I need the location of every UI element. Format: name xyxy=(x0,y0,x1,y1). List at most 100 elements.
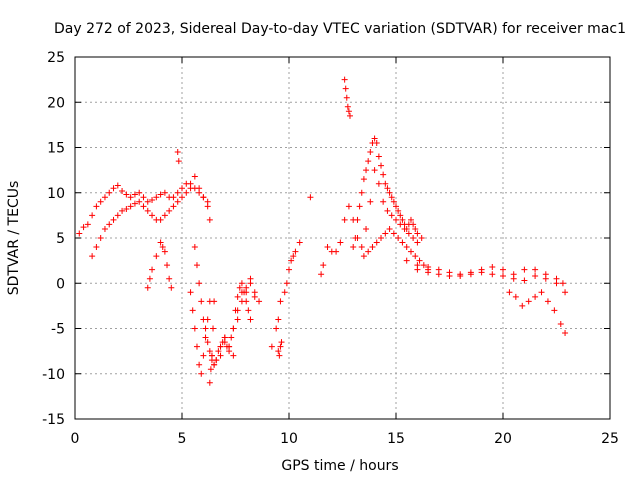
data-point xyxy=(390,230,397,237)
data-point xyxy=(435,271,442,278)
data-point xyxy=(208,352,215,359)
data-point xyxy=(228,334,235,341)
x-tick-label: 15 xyxy=(387,431,405,447)
data-point xyxy=(215,348,222,355)
data-point xyxy=(557,320,564,327)
data-point xyxy=(166,207,173,214)
data-point xyxy=(110,216,117,223)
data-point xyxy=(275,316,282,323)
data-point xyxy=(388,194,395,201)
data-point xyxy=(211,298,218,305)
data-point xyxy=(268,343,275,350)
data-point xyxy=(93,203,100,210)
data-point xyxy=(206,379,213,386)
data-point xyxy=(226,343,233,350)
grid-lines xyxy=(75,57,610,419)
data-point xyxy=(114,212,121,219)
data-point xyxy=(256,298,263,305)
y-tick-label: -5 xyxy=(51,322,65,338)
data-point xyxy=(277,298,284,305)
data-point xyxy=(378,235,385,241)
data-point xyxy=(245,307,252,314)
data-point xyxy=(189,307,196,314)
x-tick-label: 25 xyxy=(601,431,619,447)
data-point xyxy=(153,253,160,260)
y-tick-label: 10 xyxy=(47,186,65,202)
data-point xyxy=(149,212,156,219)
data-point xyxy=(281,289,288,296)
x-axis-label: GPS time / hours xyxy=(281,458,398,474)
data-point xyxy=(243,289,250,296)
data-point xyxy=(200,194,207,201)
data-point xyxy=(159,244,166,251)
data-point xyxy=(230,352,237,359)
data-point xyxy=(276,352,283,359)
data-point xyxy=(204,339,211,346)
y-tick-label: -15 xyxy=(42,412,65,428)
data-point xyxy=(164,262,171,269)
x-tick-label: 20 xyxy=(494,431,512,447)
data-point xyxy=(375,153,382,160)
data-point xyxy=(106,221,113,228)
data-point xyxy=(140,203,147,210)
data-point xyxy=(356,203,363,210)
data-point xyxy=(89,212,96,219)
data-point xyxy=(343,94,350,101)
data-point xyxy=(211,361,218,368)
data-point xyxy=(410,221,417,228)
data-point xyxy=(238,298,245,305)
data-point xyxy=(170,203,177,210)
data-point xyxy=(136,198,143,205)
data-points xyxy=(76,76,569,386)
data-point xyxy=(275,348,282,355)
data-point xyxy=(198,298,205,305)
x-tick-label: 5 xyxy=(178,431,187,447)
data-point xyxy=(384,185,391,192)
data-point xyxy=(403,225,410,232)
data-point xyxy=(532,273,539,280)
data-point xyxy=(420,262,427,269)
data-point xyxy=(277,343,284,350)
data-point xyxy=(478,269,485,276)
y-tick-label: 0 xyxy=(56,276,65,292)
data-point xyxy=(123,206,130,213)
data-point xyxy=(371,135,378,142)
data-point xyxy=(521,266,528,273)
data-point xyxy=(393,216,399,223)
data-point xyxy=(89,253,96,260)
data-point xyxy=(562,289,569,296)
data-point xyxy=(386,225,393,232)
data-point xyxy=(198,370,205,377)
data-point xyxy=(399,239,406,246)
data-point xyxy=(144,207,151,214)
data-point xyxy=(119,207,126,214)
data-point xyxy=(538,289,545,296)
data-point xyxy=(234,293,241,300)
data-point xyxy=(161,248,168,255)
data-point xyxy=(234,307,241,314)
data-point xyxy=(166,275,173,282)
data-point xyxy=(179,194,185,201)
data-point xyxy=(341,216,348,223)
data-point xyxy=(512,293,519,300)
data-point xyxy=(320,262,327,269)
data-point xyxy=(384,207,391,214)
data-point xyxy=(202,334,209,341)
data-point xyxy=(217,352,224,359)
data-point xyxy=(238,280,245,287)
data-point xyxy=(196,280,203,287)
data-point xyxy=(278,339,285,346)
data-point xyxy=(119,187,126,194)
data-point xyxy=(183,189,190,196)
data-point xyxy=(273,325,280,332)
data-point xyxy=(153,194,160,201)
data-point xyxy=(161,212,168,219)
data-point xyxy=(425,263,432,270)
data-point xyxy=(371,167,378,174)
data-point xyxy=(360,253,367,260)
data-point xyxy=(553,280,560,287)
data-point xyxy=(174,149,181,156)
data-point xyxy=(84,221,91,228)
data-point xyxy=(288,257,295,264)
